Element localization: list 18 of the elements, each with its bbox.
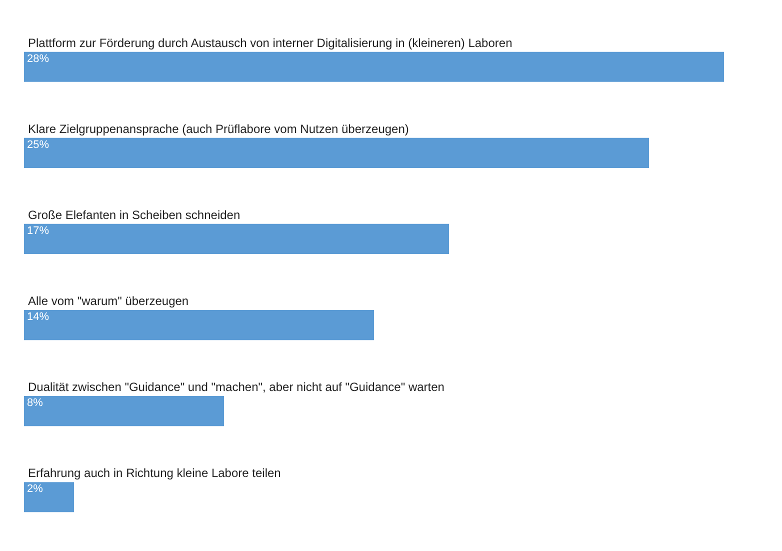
y-tick-label: Dualität zwischen "Guidance" und "machen", aber nicht auf "Guidance" warten [28, 380, 444, 394]
y-tick-label: Große Elefanten in Scheiben schneiden [28, 208, 240, 222]
bar [24, 310, 374, 340]
bar [24, 482, 74, 512]
y-tick-label: Klare Zielgruppenansprache (auch Prüflabore vom Nutzen überzeugen) [28, 122, 409, 136]
bar [24, 138, 649, 168]
y-tick-label: Plattform zur Förderung durch Austausch von interner Digitalisierung in (kleineren) Laboren [28, 36, 512, 50]
data-label: 17% [27, 224, 50, 237]
data-label: 2% [27, 483, 44, 496]
bar [24, 396, 224, 426]
bar [24, 52, 724, 82]
data-label: 28% [27, 52, 50, 65]
bar [24, 224, 449, 254]
data-label: 14% [27, 311, 50, 324]
y-tick-label: Erfahrung auch in Richtung kleine Labore teilen [28, 466, 281, 480]
data-label: 25% [27, 138, 50, 151]
y-tick-label: Alle vom "warum" überzeugen [28, 294, 189, 308]
data-label: 8% [27, 397, 44, 410]
